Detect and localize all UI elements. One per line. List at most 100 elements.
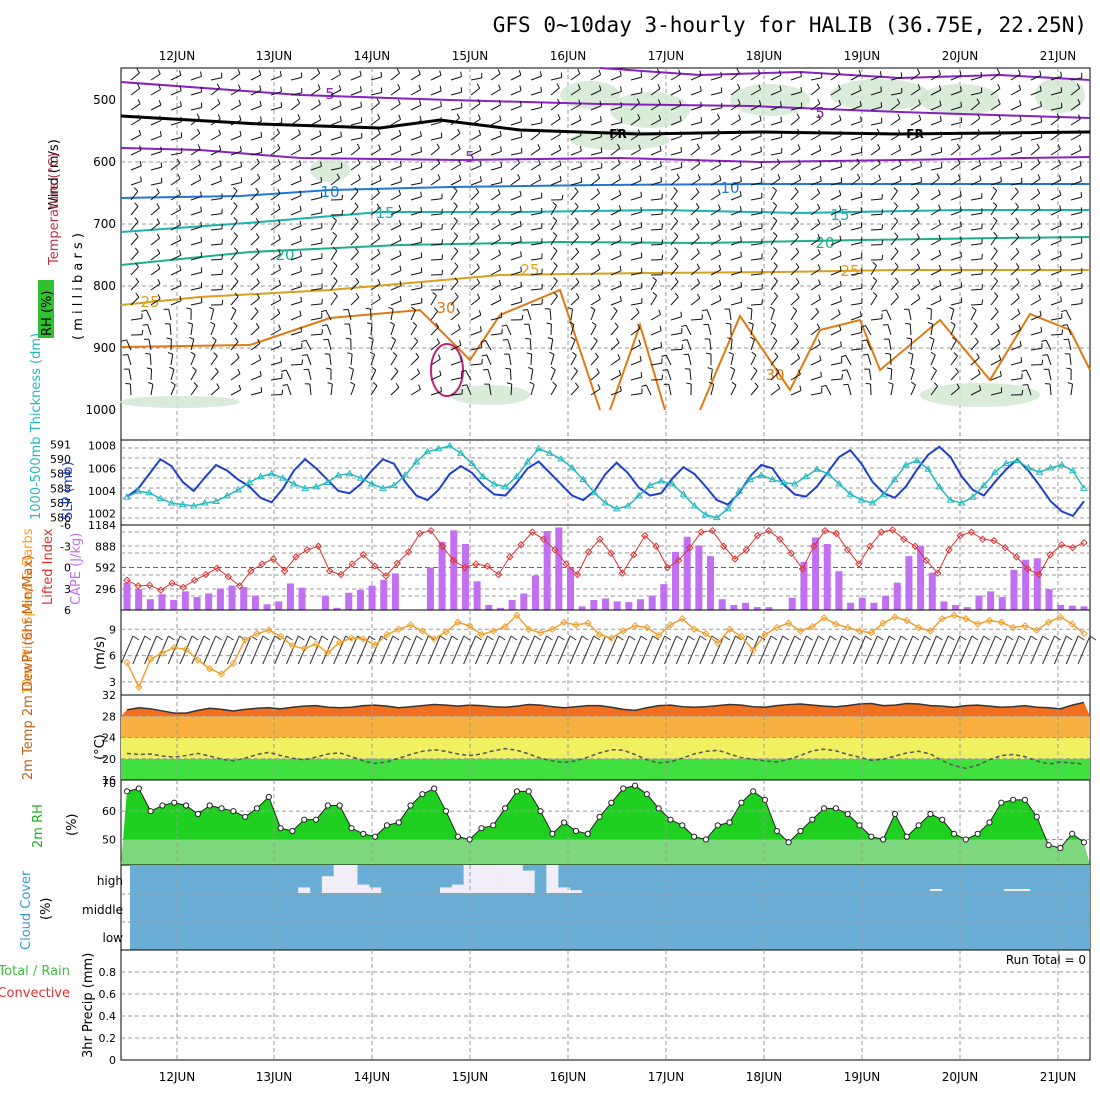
wind-barb	[790, 297, 800, 306]
wind-barb	[530, 179, 541, 186]
wind-barb	[685, 324, 692, 336]
wind-barb	[370, 192, 380, 201]
wind-barb-flag	[916, 203, 920, 208]
cape-bar	[812, 537, 820, 610]
cloud-high-bar	[510, 865, 523, 893]
axis-tick-label: 700	[93, 217, 116, 231]
wind-barb-flag	[320, 161, 322, 167]
wind-barb-flag	[638, 339, 642, 345]
wind-barb	[950, 121, 962, 126]
cape-bar	[882, 595, 890, 610]
wind-barb	[670, 151, 682, 156]
wind-barb	[690, 121, 702, 126]
wind-barb	[330, 120, 342, 126]
wind-barb	[190, 91, 202, 96]
wind-barb-flag	[255, 187, 260, 193]
lifted-index-point	[303, 546, 311, 554]
cape-bar	[286, 583, 294, 610]
wind-barb	[450, 393, 463, 396]
rh-2m-point	[135, 785, 142, 792]
wind-barb	[350, 236, 359, 246]
wind-barb-flag	[881, 239, 884, 245]
wind-barb	[630, 302, 642, 306]
date-label-bottom: 14JUN	[354, 1070, 391, 1084]
wind-barb-flag	[1059, 205, 1062, 211]
wind-barb-flag	[552, 216, 557, 221]
wind-barb	[450, 235, 459, 246]
wind-barb	[570, 339, 576, 351]
wind-barb	[990, 119, 1001, 126]
wind-barb-10m-flag	[451, 635, 459, 641]
wind-barb-flag	[996, 68, 1000, 74]
wind-barb-10m	[912, 635, 926, 665]
wind-speed-point	[158, 649, 167, 657]
wind-barb	[770, 340, 778, 351]
lifted-index-point	[1046, 551, 1054, 559]
wind-barb	[890, 76, 902, 81]
wind-barb-flag	[885, 352, 891, 355]
lifted-index-point	[404, 548, 413, 556]
cloud-high-bar	[930, 889, 942, 891]
wind-barb	[310, 257, 322, 261]
wind-barb-flag	[936, 173, 940, 179]
wind-barb	[190, 211, 202, 216]
wind-barb	[887, 324, 892, 336]
wind-barb	[950, 195, 962, 201]
wind-barb	[850, 105, 862, 111]
wind-barb-flag	[498, 249, 501, 255]
wind-barb-flag	[597, 233, 601, 239]
wind-barb-flag	[477, 98, 481, 104]
rh-2m-point	[572, 827, 580, 835]
wind-barb-flag	[210, 321, 216, 326]
wind-barb	[550, 205, 557, 216]
wind-barb-flag	[216, 83, 220, 89]
wind-barb-flag	[597, 294, 601, 300]
cape-bar	[1010, 569, 1018, 610]
wind-barb-flag	[938, 234, 942, 240]
wind-barb-flag	[977, 113, 981, 119]
wind-barb	[870, 318, 882, 321]
wind-barb-flag	[400, 176, 402, 182]
thickness-point	[790, 479, 799, 487]
wind-barb	[890, 236, 899, 246]
wind-barb	[810, 223, 821, 231]
wind-barb	[450, 281, 459, 291]
wind-barb-flag	[157, 278, 161, 284]
wind-barb	[450, 117, 460, 126]
wind-barb-flag	[277, 234, 281, 240]
wind-barb-flag	[959, 70, 962, 76]
wind-barb-flag	[521, 314, 524, 320]
wind-barb-flag	[1000, 176, 1002, 182]
wind-barb-flag	[553, 277, 558, 282]
wind-barb	[750, 182, 762, 186]
wind-barb	[150, 104, 162, 111]
wind-barb	[570, 191, 579, 201]
wind-barb-10m	[534, 635, 547, 665]
wind-barb-flag	[816, 83, 820, 89]
wind-barb-flag	[498, 295, 502, 301]
wind-barb-flag	[860, 116, 862, 122]
wind-barb-flag	[517, 173, 521, 179]
cape-bar	[450, 530, 458, 610]
rh-2m-point	[159, 802, 166, 809]
wind-barb-flag	[718, 159, 722, 165]
wind-barb-flag	[277, 159, 281, 165]
wind-barb-flag	[259, 370, 262, 376]
wind-barb	[830, 378, 843, 381]
wind-barb	[930, 89, 942, 96]
wind-barb-flag	[552, 381, 557, 386]
isotherm-label: 25	[520, 261, 539, 279]
thickness-line	[126, 445, 1085, 519]
wind-barb	[488, 384, 492, 396]
wind-barb-flag	[497, 219, 501, 225]
wind-barb-flag	[478, 310, 482, 316]
wind-speed-point	[395, 625, 403, 633]
wind-barb	[310, 103, 321, 111]
wind-barb-flag	[300, 296, 303, 302]
wind-barb	[1030, 105, 1042, 111]
wind-barb-flag	[160, 146, 162, 152]
wind-barb	[1010, 135, 1022, 141]
lifted-index-point	[258, 560, 266, 568]
wind-barb	[530, 242, 542, 246]
